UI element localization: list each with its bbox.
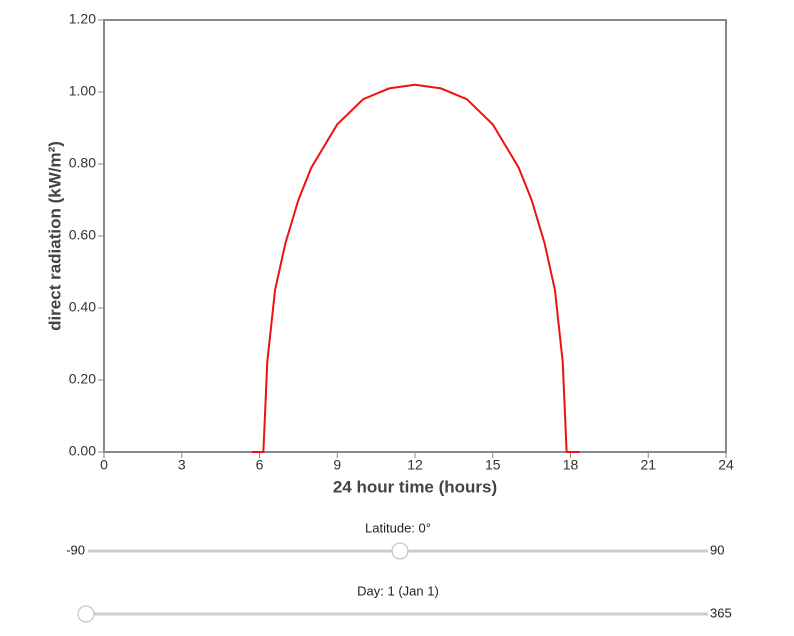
y-tick-label: 0.40 — [69, 299, 96, 315]
y-axis-title: direct radiation (kW/m²) — [45, 141, 64, 331]
slider-min: -90 — [66, 542, 85, 557]
x-tick-label: 24 — [718, 457, 734, 473]
x-tick-label: 15 — [485, 457, 501, 473]
slider-max: 90 — [710, 542, 724, 557]
y-tick-label: 1.20 — [69, 11, 96, 27]
x-tick-label: 0 — [100, 457, 108, 473]
y-tick-label: 0.00 — [69, 443, 96, 459]
x-tick-label: 9 — [333, 457, 341, 473]
y-tick-label: 0.60 — [69, 227, 96, 243]
x-tick-label: 18 — [563, 457, 579, 473]
slider-label: Day: 1 (Jan 1) — [357, 583, 439, 598]
slider-label: Latitude: 0° — [365, 520, 431, 535]
x-axis-title: 24 hour time (hours) — [333, 477, 497, 496]
y-tick-label: 1.00 — [69, 83, 96, 99]
x-tick-label: 21 — [640, 457, 656, 473]
data-line — [251, 83, 580, 453]
slider-thumb[interactable] — [77, 605, 95, 623]
y-tick-label: 0.20 — [69, 371, 96, 387]
x-tick-label: 6 — [256, 457, 264, 473]
slider-max: 365 — [710, 605, 732, 620]
x-tick-label: 3 — [178, 457, 186, 473]
x-tick-label: 12 — [407, 457, 423, 473]
y-tick-label: 0.80 — [69, 155, 96, 171]
slider-thumb[interactable] — [391, 542, 409, 560]
